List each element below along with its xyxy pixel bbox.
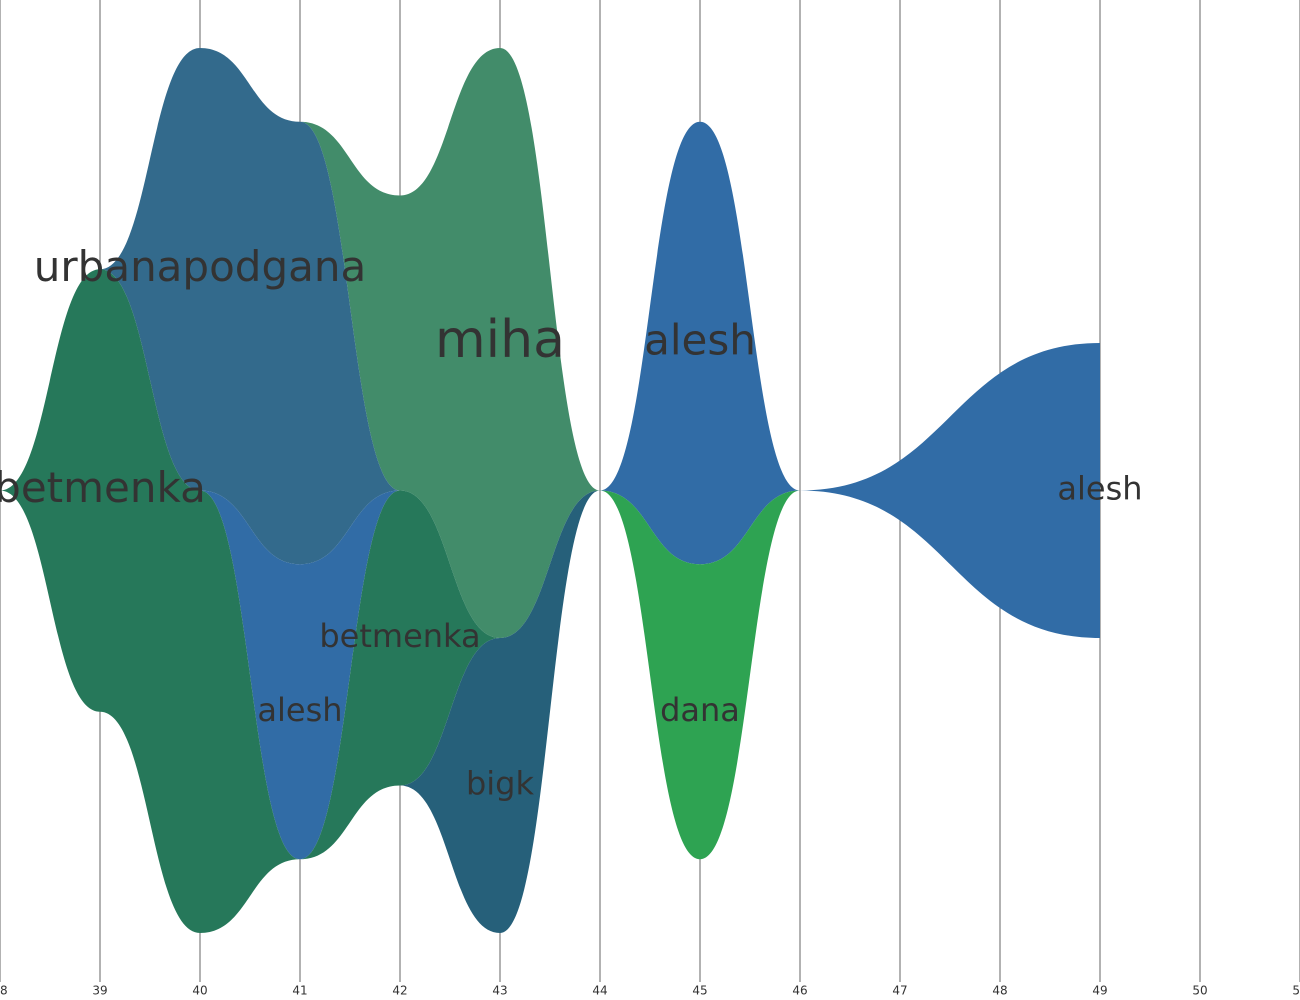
series-label: urbanapodgana — [34, 242, 366, 291]
x-tick-label: 50 — [1192, 984, 1207, 998]
series-label: dana — [660, 691, 740, 729]
series-label: bigk — [466, 765, 535, 803]
x-tick-label: 43 — [492, 984, 507, 998]
x-tick-label: 39 — [92, 984, 107, 998]
x-tick-label: 42 — [392, 984, 407, 998]
series-label: alesh — [644, 316, 756, 365]
x-tick-label: 44 — [592, 984, 607, 998]
x-tick-label: 47 — [892, 984, 907, 998]
x-tick-label: 51 — [1292, 984, 1300, 998]
series-label: betmenka — [0, 463, 206, 512]
x-tick-label: 40 — [192, 984, 207, 998]
areas — [0, 48, 1100, 933]
x-tick-label: 38 — [0, 984, 8, 998]
series-label: alesh — [1057, 470, 1142, 508]
labels: miha urbanapodgana alesh alesh alesh betmenka… — [0, 242, 1143, 803]
stream-area — [0, 490, 1100, 933]
series-label: alesh — [257, 691, 342, 729]
series-label: miha — [435, 310, 565, 370]
stream-area — [0, 48, 1100, 638]
x-tick-label: 46 — [792, 984, 807, 998]
stream-area — [0, 269, 1100, 933]
x-tick-label: 45 — [692, 984, 707, 998]
x-tick-label: 41 — [292, 984, 307, 998]
stream-area — [0, 121, 1100, 860]
stream-area — [0, 48, 1100, 638]
x-tick-label: 48 — [992, 984, 1007, 998]
x-tick-label: 49 — [1092, 984, 1107, 998]
series-label: betmenka — [319, 617, 480, 655]
